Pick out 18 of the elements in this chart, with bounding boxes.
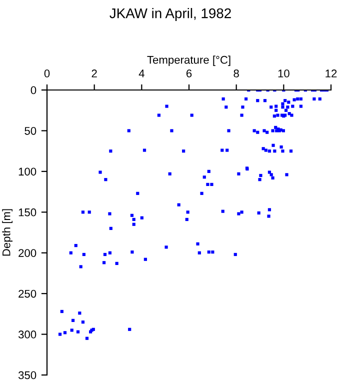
y-tick-label: 200 — [18, 249, 36, 257]
y-tick-label: 150 — [18, 208, 36, 216]
y-tick-label: 300 — [18, 330, 36, 338]
y-axis-title: Depth [m] — [2, 209, 12, 256]
x-tick-label: 6 — [186, 70, 192, 78]
x-tick-label: 8 — [234, 70, 239, 78]
x-tick-label: 12 — [326, 70, 337, 78]
y-tick-label: 100 — [18, 168, 36, 176]
y-tick-label: 50 — [24, 126, 36, 135]
y-tick-label: 250 — [18, 290, 36, 298]
x-axis-title: Temperature [°C] — [147, 56, 230, 66]
x-tick-label: 2 — [92, 70, 97, 78]
x-tick-label: 4 — [138, 70, 144, 78]
y-tick-label: 350 — [18, 371, 36, 380]
x-tick-label: 0 — [44, 70, 50, 78]
chart-title: JKAW in April, 1982 — [110, 8, 231, 21]
x-tick-label: 10 — [278, 70, 290, 78]
y-tick-label: 0 — [30, 86, 36, 94]
